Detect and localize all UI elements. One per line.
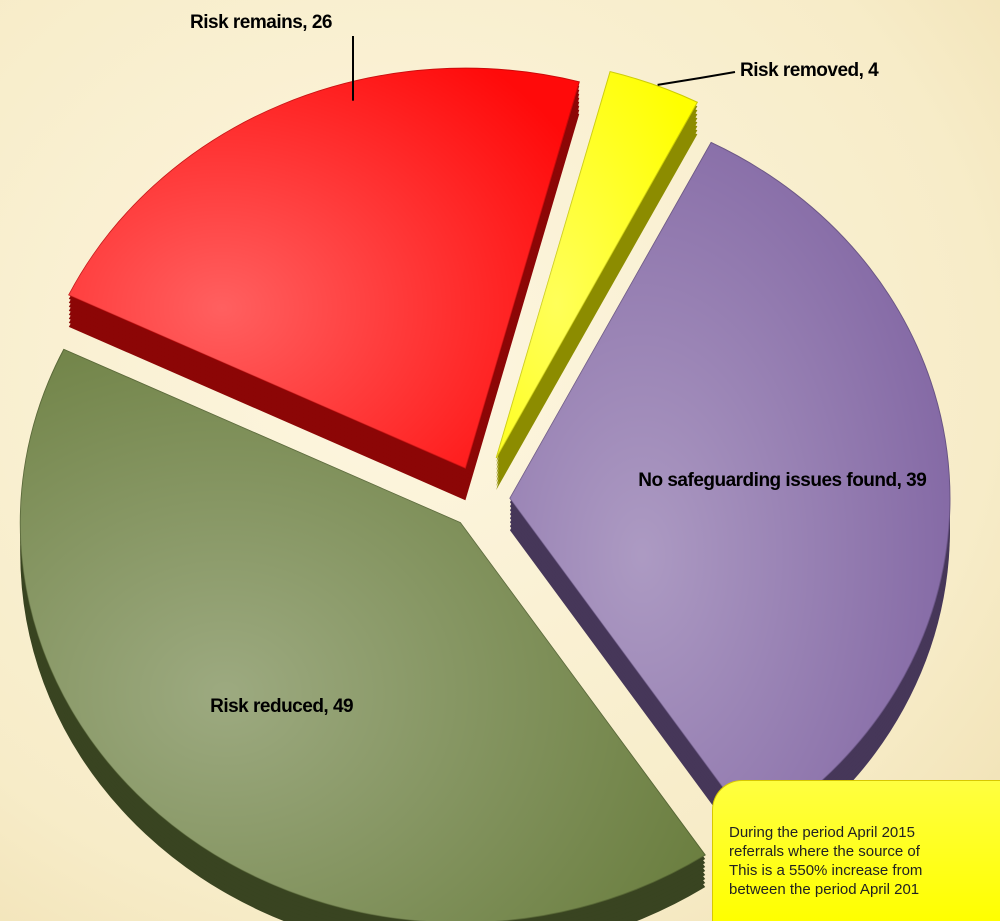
- slice-gloss: [496, 71, 698, 459]
- data-label: Risk remains, 26: [190, 12, 332, 33]
- data-label: Risk reduced, 49: [210, 696, 354, 718]
- note-line: between the period April 201: [729, 881, 920, 898]
- leader-line: [657, 71, 736, 86]
- slice-gloss: [509, 142, 950, 831]
- slice-gloss: [20, 349, 706, 921]
- data-label: Risk removed, 4: [740, 60, 879, 81]
- slice-gloss: [68, 68, 580, 469]
- note-line: During the period April 2015: [729, 824, 915, 841]
- note-line: referrals where the source of: [729, 843, 920, 860]
- note-line: This is a 550% increase from: [729, 862, 923, 879]
- data-label: No safeguarding issues found, 39: [638, 469, 927, 491]
- note-box: During the period April 2015 referrals wh…: [712, 780, 1000, 921]
